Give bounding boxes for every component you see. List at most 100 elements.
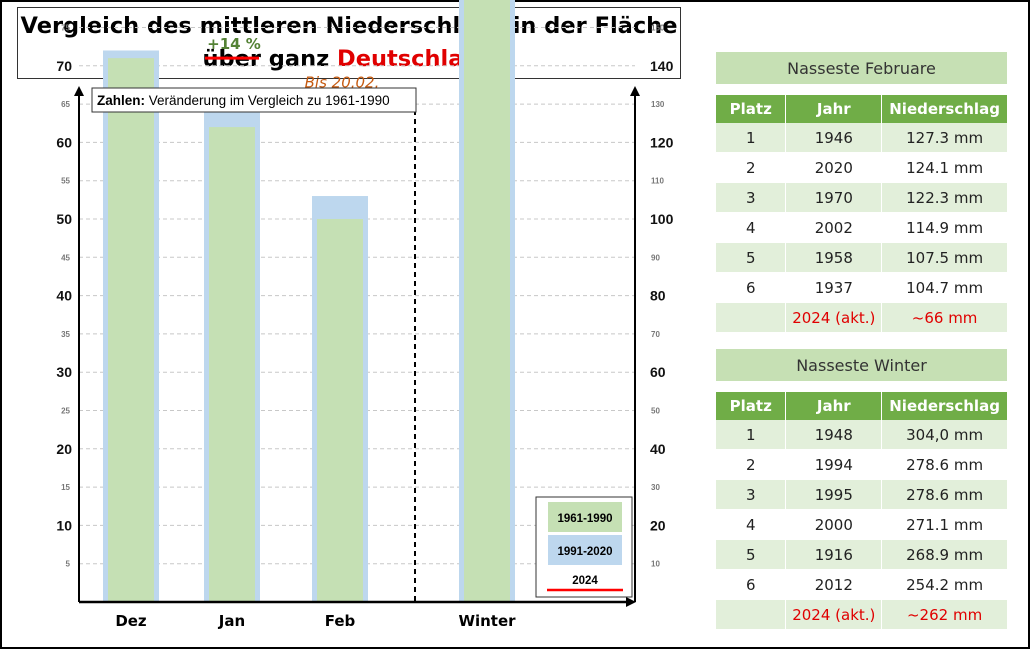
table-cell: 6	[716, 569, 787, 600]
bar-1961-1990-feb	[317, 219, 363, 602]
x-tick-label-dez: Dez	[115, 612, 147, 630]
table-cell: 114.9 mm	[881, 212, 1008, 243]
bar-1961-1990-winter	[464, 0, 510, 603]
left-tick-label-minor: 25	[61, 407, 70, 416]
table-row: 1 1946 127.3 mm	[716, 123, 1008, 153]
right-tick-label: 60	[650, 364, 666, 380]
table-cell: 1948	[785, 420, 883, 450]
table-cell: 1994	[785, 449, 883, 480]
left-tick-label: 20	[56, 441, 72, 457]
legend-swatch-1991-2020	[548, 535, 622, 565]
table-winter-caption: Nasseste Winter	[716, 349, 1008, 382]
right-tick-label-minor: 150	[651, 24, 665, 33]
right-tick-label-minor: 70	[651, 330, 660, 339]
x-axis-arrow	[626, 597, 636, 607]
table-cell: ~262 mm	[881, 599, 1008, 630]
table-row: 2 1994 278.6 mm	[716, 449, 1008, 480]
table-cell: 2002	[785, 212, 883, 243]
table-cell: 1995	[785, 479, 883, 510]
left-tick-label-minor: 5	[66, 560, 71, 569]
table-wettest-winters: Nasseste Winter Platz Jahr Niederschlag 1 194…	[716, 349, 1008, 630]
left-axis-arrow	[74, 86, 84, 96]
note-label: Zahlen:	[97, 93, 149, 108]
precipitation-chart: +72 %+14 %Bis 20.02.Bis 20.02.1020304050…	[56, 0, 674, 630]
table-cell: 1	[716, 420, 787, 450]
right-tick-label-minor: 110	[651, 177, 664, 186]
annotation-partial-feb: Bis 20.02.	[305, 73, 380, 91]
table-cell: 268.9 mm	[881, 539, 1008, 570]
left-tick-label: 10	[56, 517, 72, 533]
table-cell: 2024 (akt.)	[785, 302, 883, 333]
table-cell: 2024 (akt.)	[785, 599, 883, 630]
table-cell: 278.6 mm	[881, 479, 1008, 510]
table-winter-header-cell: Niederschlag	[881, 392, 1008, 420]
table-feb-header-cell: Niederschlag	[881, 95, 1008, 123]
table-cell: 271.1 mm	[881, 509, 1008, 540]
table-cell: 4	[716, 509, 787, 540]
table-row-current: 2024 (akt.) ~262 mm	[716, 599, 1008, 630]
table-row: 3 1995 278.6 mm	[716, 479, 1008, 510]
table-row: 5 1958 107.5 mm	[716, 242, 1008, 273]
table-feb-header-cell: Jahr	[785, 95, 883, 123]
bar-1961-1990-jan	[209, 127, 255, 602]
table-feb-header-row: Platz Jahr Niederschlag	[716, 95, 1008, 123]
annotation-change-jan: +14 %	[207, 35, 261, 53]
table-cell: 104.7 mm	[881, 272, 1008, 303]
note-text: Zahlen: Veränderung im Vergleich zu 1961…	[97, 93, 390, 108]
table-cell: 3	[716, 182, 787, 213]
right-tick-label-minor: 30	[651, 483, 660, 492]
table-cell: 127.3 mm	[881, 123, 1008, 153]
right-tick-label: 100	[650, 211, 674, 227]
table-cell: 2012	[785, 569, 883, 600]
table-feb-header-cell: Platz	[716, 95, 787, 123]
table-cell: ~66 mm	[881, 302, 1008, 333]
table-winter-header-row: Platz Jahr Niederschlag	[716, 392, 1008, 420]
right-tick-label-minor: 90	[651, 253, 660, 262]
right-tick-label-minor: 50	[651, 407, 660, 416]
table-cell: 1958	[785, 242, 883, 273]
table-winter-header-cell: Platz	[716, 392, 787, 420]
legend-swatch-1961-1990	[548, 502, 622, 532]
table-cell: 3	[716, 479, 787, 510]
right-tick-label-minor: 10	[651, 560, 660, 569]
right-tick-label: 80	[650, 288, 666, 304]
left-tick-label: 30	[56, 364, 72, 380]
table-cell: 5	[716, 242, 787, 273]
legend-label-1991-2020: 1991-2020	[558, 546, 613, 558]
table-feb-caption: Nasseste Februare	[716, 52, 1008, 85]
right-tick-label: 140	[650, 58, 674, 74]
table-cell: 6	[716, 272, 787, 303]
table-cell: 5	[716, 539, 787, 570]
x-tick-label-feb: Feb	[325, 612, 356, 630]
table-cell	[716, 599, 787, 630]
table-winter-header-cell: Jahr	[785, 392, 883, 420]
table-cell: 254.2 mm	[881, 569, 1008, 600]
right-axis-arrow	[630, 86, 640, 96]
right-tick-label: 40	[650, 441, 666, 457]
left-tick-label-minor: 45	[61, 253, 70, 262]
table-cell: 278.6 mm	[881, 449, 1008, 480]
table-cell: 304,0 mm	[881, 420, 1008, 450]
table-cell: 1916	[785, 539, 883, 570]
table-cell: 1	[716, 123, 787, 153]
table-row: 6 2012 254.2 mm	[716, 569, 1008, 600]
left-tick-label-minor: 35	[61, 330, 70, 339]
table-cell: 2020	[785, 152, 883, 183]
table-row-current: 2024 (akt.) ~66 mm	[716, 302, 1008, 333]
table-cell: 1937	[785, 272, 883, 303]
table-cell: 2000	[785, 509, 883, 540]
table-row: 1 1948 304,0 mm	[716, 420, 1008, 450]
table-row: 4 2002 114.9 mm	[716, 212, 1008, 243]
left-tick-label-minor: 75	[61, 24, 70, 33]
table-cell: 1970	[785, 182, 883, 213]
table-row: 6 1937 104.7 mm	[716, 272, 1008, 303]
note-body: Veränderung im Vergleich zu 1961-1990	[149, 93, 390, 108]
left-tick-label-minor: 55	[61, 177, 70, 186]
table-row: 5 1916 268.9 mm	[716, 539, 1008, 570]
right-tick-label-minor: 130	[651, 100, 665, 109]
x-tick-label-winter: Winter	[458, 612, 516, 630]
x-tick-label-jan: Jan	[218, 612, 245, 630]
legend-label-2024: 2024	[572, 575, 598, 587]
table-row: 2 2020 124.1 mm	[716, 152, 1008, 183]
left-tick-label: 40	[56, 288, 72, 304]
